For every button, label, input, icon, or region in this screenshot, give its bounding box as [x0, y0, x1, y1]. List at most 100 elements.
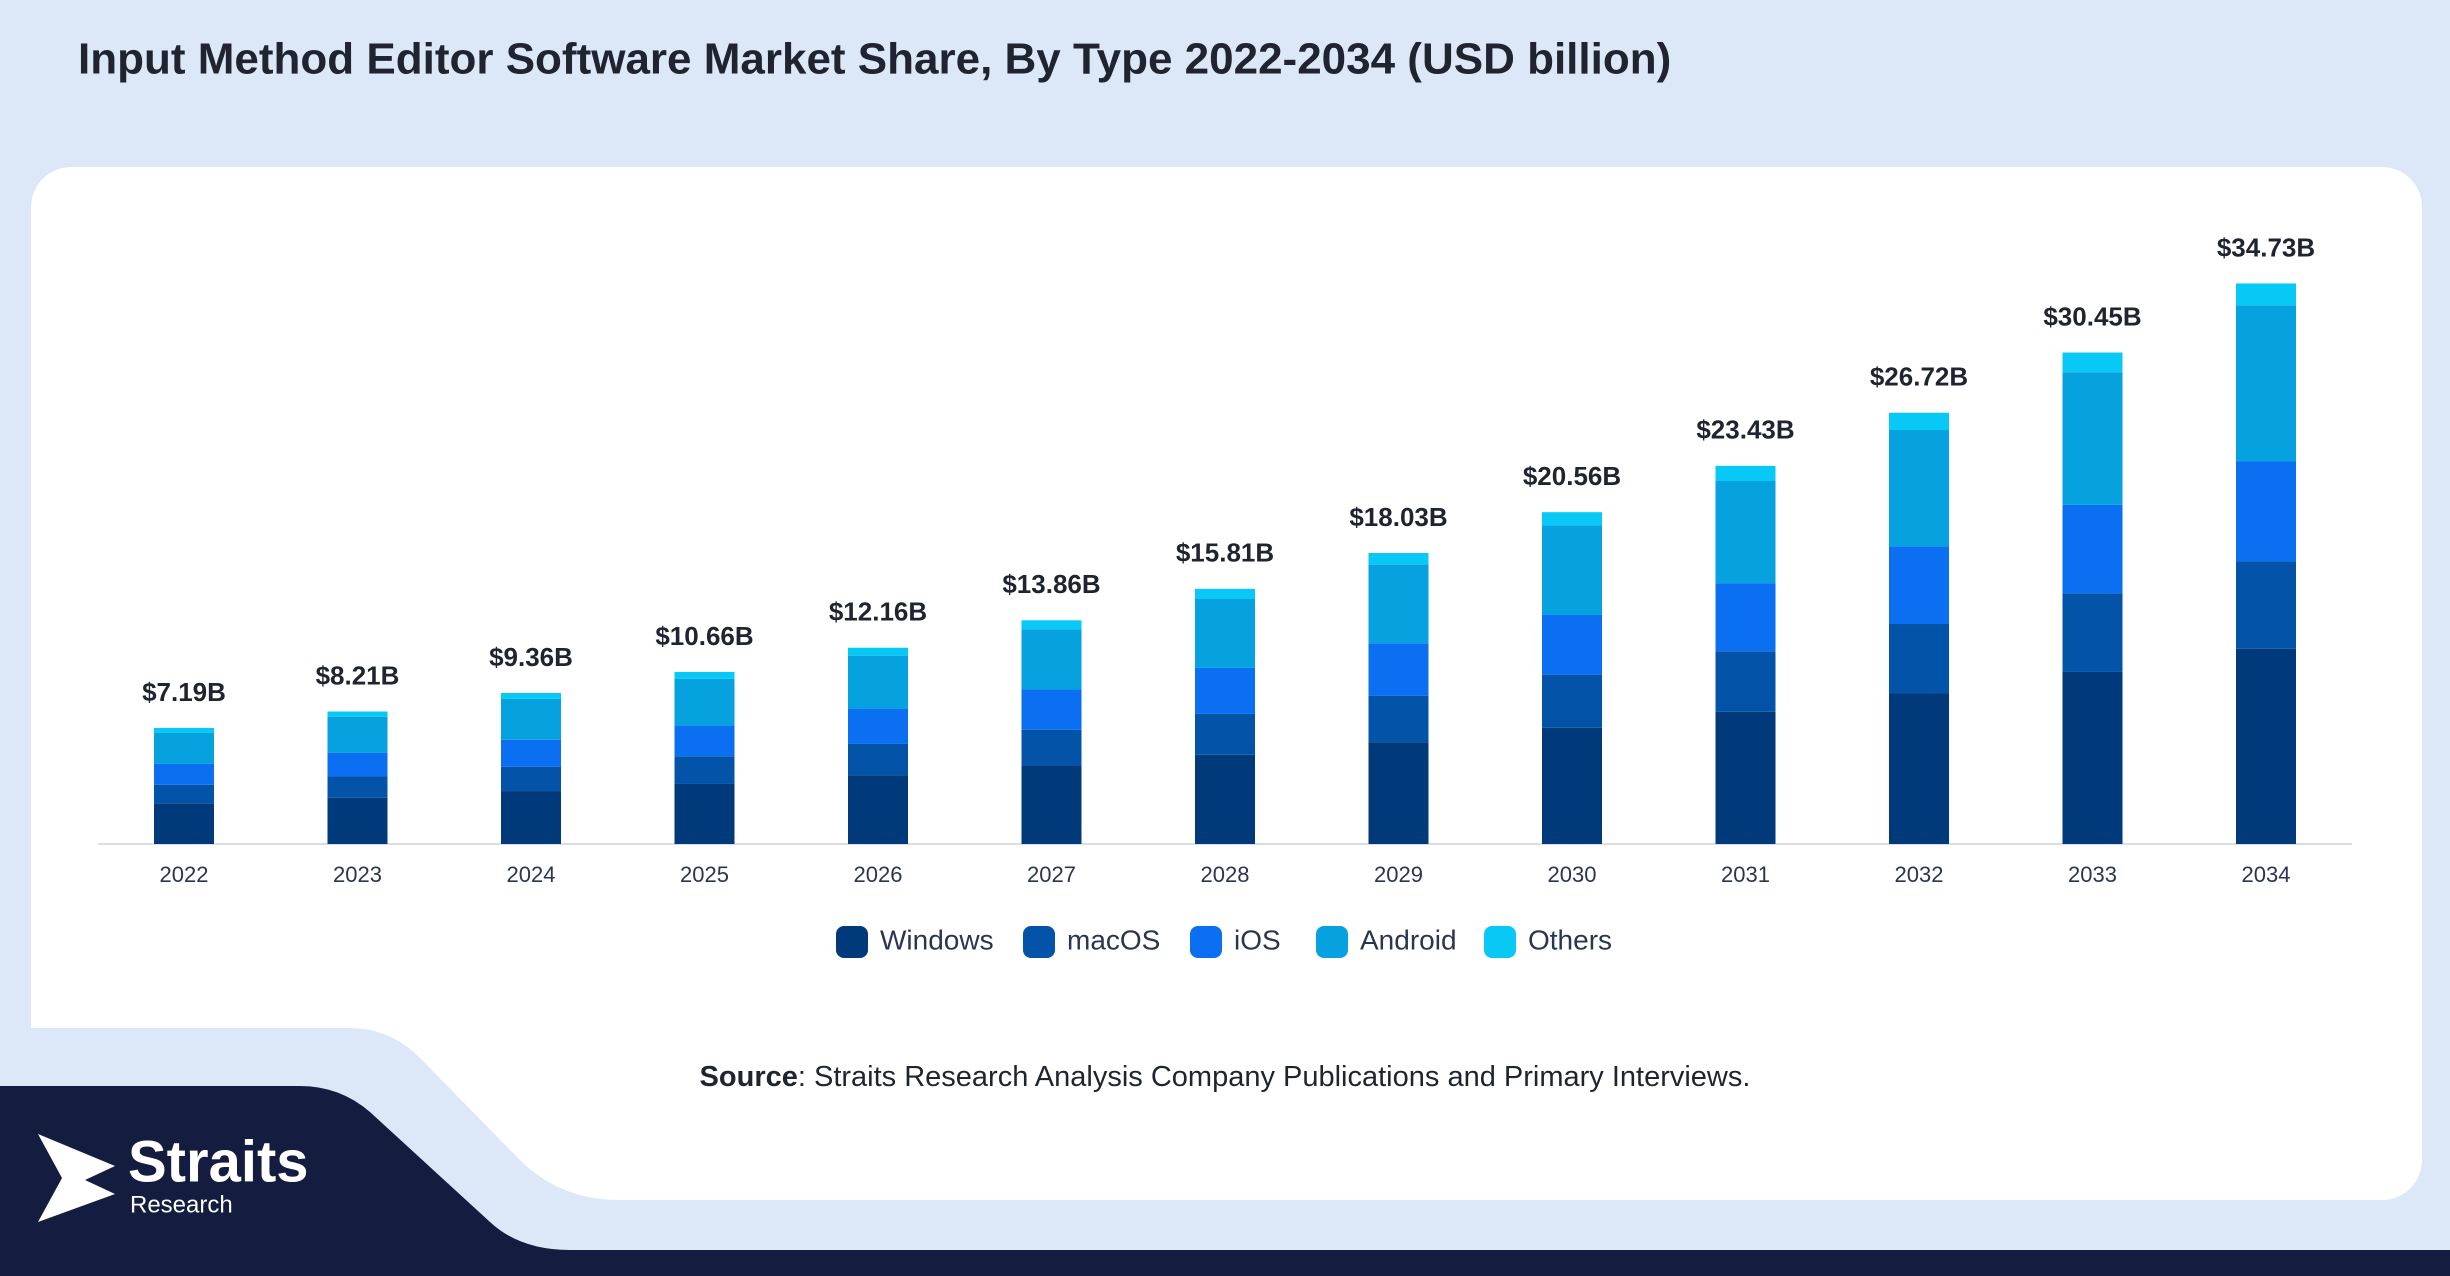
x-tick-label: 2024 — [507, 862, 556, 887]
legend-label: Android — [1360, 924, 1457, 955]
bar-segment — [1195, 713, 1255, 755]
bar-segment — [1715, 481, 1776, 584]
bar-segment — [1715, 651, 1776, 712]
bar-segment — [1889, 430, 1949, 547]
x-tick-label: 2022 — [160, 862, 209, 887]
bar-segment — [154, 763, 214, 785]
logo-icon — [38, 1134, 115, 1222]
bar-segment — [1021, 765, 1082, 844]
bar-segment — [501, 739, 561, 767]
x-tick-label: 2023 — [333, 862, 382, 887]
x-tick-label: 2026 — [854, 862, 903, 887]
bar-segment — [1889, 624, 1949, 694]
bar-segment — [2236, 283, 2296, 306]
total-label: $26.72B — [1870, 362, 1968, 392]
bar-segment — [2062, 504, 2123, 594]
legend-label: Others — [1528, 924, 1612, 955]
bar-segment — [1195, 667, 1255, 714]
bar-segment — [1021, 729, 1082, 766]
total-label: $18.03B — [1349, 502, 1447, 532]
bar-segment — [848, 775, 908, 844]
source-label: Source — [700, 1061, 798, 1093]
total-label: $7.19B — [142, 677, 226, 707]
total-label: $34.73B — [2217, 232, 2315, 262]
bar-segment — [501, 791, 561, 844]
x-tick-label: 2032 — [1895, 862, 1944, 887]
total-label: $8.21B — [316, 660, 400, 690]
bar-segment — [1715, 583, 1776, 652]
bar-segment — [327, 711, 388, 717]
bar-segment — [1542, 525, 1602, 615]
bar-segment — [327, 797, 388, 844]
bar-segment — [1368, 695, 1429, 743]
bar-segment — [2062, 671, 2123, 844]
x-tick-label: 2034 — [2242, 862, 2291, 887]
bar-segment — [2236, 561, 2296, 649]
bar-segment — [848, 655, 908, 709]
total-label: $20.56B — [1523, 461, 1621, 491]
total-label: $30.45B — [2043, 301, 2141, 331]
legend-swatch — [1190, 926, 1222, 958]
legend-swatch — [1316, 926, 1348, 958]
total-label: $10.66B — [655, 621, 753, 651]
bar-segment — [674, 783, 735, 844]
legend-label: macOS — [1067, 924, 1160, 955]
bar-segment — [1195, 598, 1255, 668]
bar-segment — [501, 698, 561, 740]
bar-segment — [154, 732, 214, 764]
bar-segment — [1542, 512, 1602, 526]
x-tick-label: 2025 — [680, 862, 729, 887]
bar-segment — [1368, 643, 1429, 696]
legend-swatch — [1023, 926, 1055, 958]
bar-segment — [1889, 546, 1949, 625]
total-label: $12.16B — [829, 597, 927, 627]
x-tick-label: 2029 — [1374, 862, 1423, 887]
bar-segment — [1368, 742, 1429, 844]
bar-segment — [1542, 614, 1602, 675]
legend-label: Windows — [880, 924, 994, 955]
bar-segment — [848, 708, 908, 744]
x-tick-label: 2031 — [1721, 862, 1770, 887]
bar-segment — [1368, 564, 1429, 644]
bar-segment — [1195, 588, 1255, 599]
bar-segment — [501, 692, 561, 699]
bar-segment — [1195, 754, 1255, 844]
source: Source: Straits Research Analysis Compan… — [700, 1061, 1751, 1093]
bar-segment — [501, 766, 561, 792]
logo-name: Straits — [128, 1129, 309, 1194]
bar-segment — [2236, 461, 2296, 562]
bar-segment — [1715, 711, 1776, 844]
total-label: $9.36B — [489, 642, 573, 672]
bar-segment — [848, 647, 908, 656]
bar-segment — [2236, 305, 2296, 462]
bar-segment — [1021, 620, 1082, 630]
legend-label: iOS — [1234, 924, 1281, 955]
source-text: : Straits Research Analysis Company Publ… — [798, 1061, 1751, 1093]
bar-segment — [1715, 465, 1776, 482]
bar-segment — [674, 756, 735, 784]
bar-segment — [1368, 552, 1429, 565]
card-cutout — [0, 1028, 2450, 1276]
bar-segment — [848, 743, 908, 776]
bar-segment — [1021, 689, 1082, 730]
footer-band — [0, 1086, 2450, 1276]
bar-segment — [2062, 352, 2123, 373]
x-tick-label: 2027 — [1027, 862, 1076, 887]
bar-segment — [2236, 648, 2296, 844]
bar-segment — [2062, 372, 2123, 505]
bar-segment — [1021, 629, 1082, 690]
bar-segment — [154, 727, 214, 733]
bar-segment — [2062, 593, 2123, 672]
bar-segment — [327, 776, 388, 798]
bar-segment — [674, 671, 735, 679]
total-label: $13.86B — [1002, 569, 1100, 599]
bar-segment — [327, 752, 388, 777]
total-label: $15.81B — [1176, 538, 1274, 568]
x-tick-label: 2033 — [2068, 862, 2117, 887]
bar-segment — [154, 803, 214, 844]
bar-segment — [327, 716, 388, 753]
bar-segment — [674, 678, 735, 726]
legend-swatch — [1484, 926, 1516, 958]
bar-segment — [674, 725, 735, 757]
